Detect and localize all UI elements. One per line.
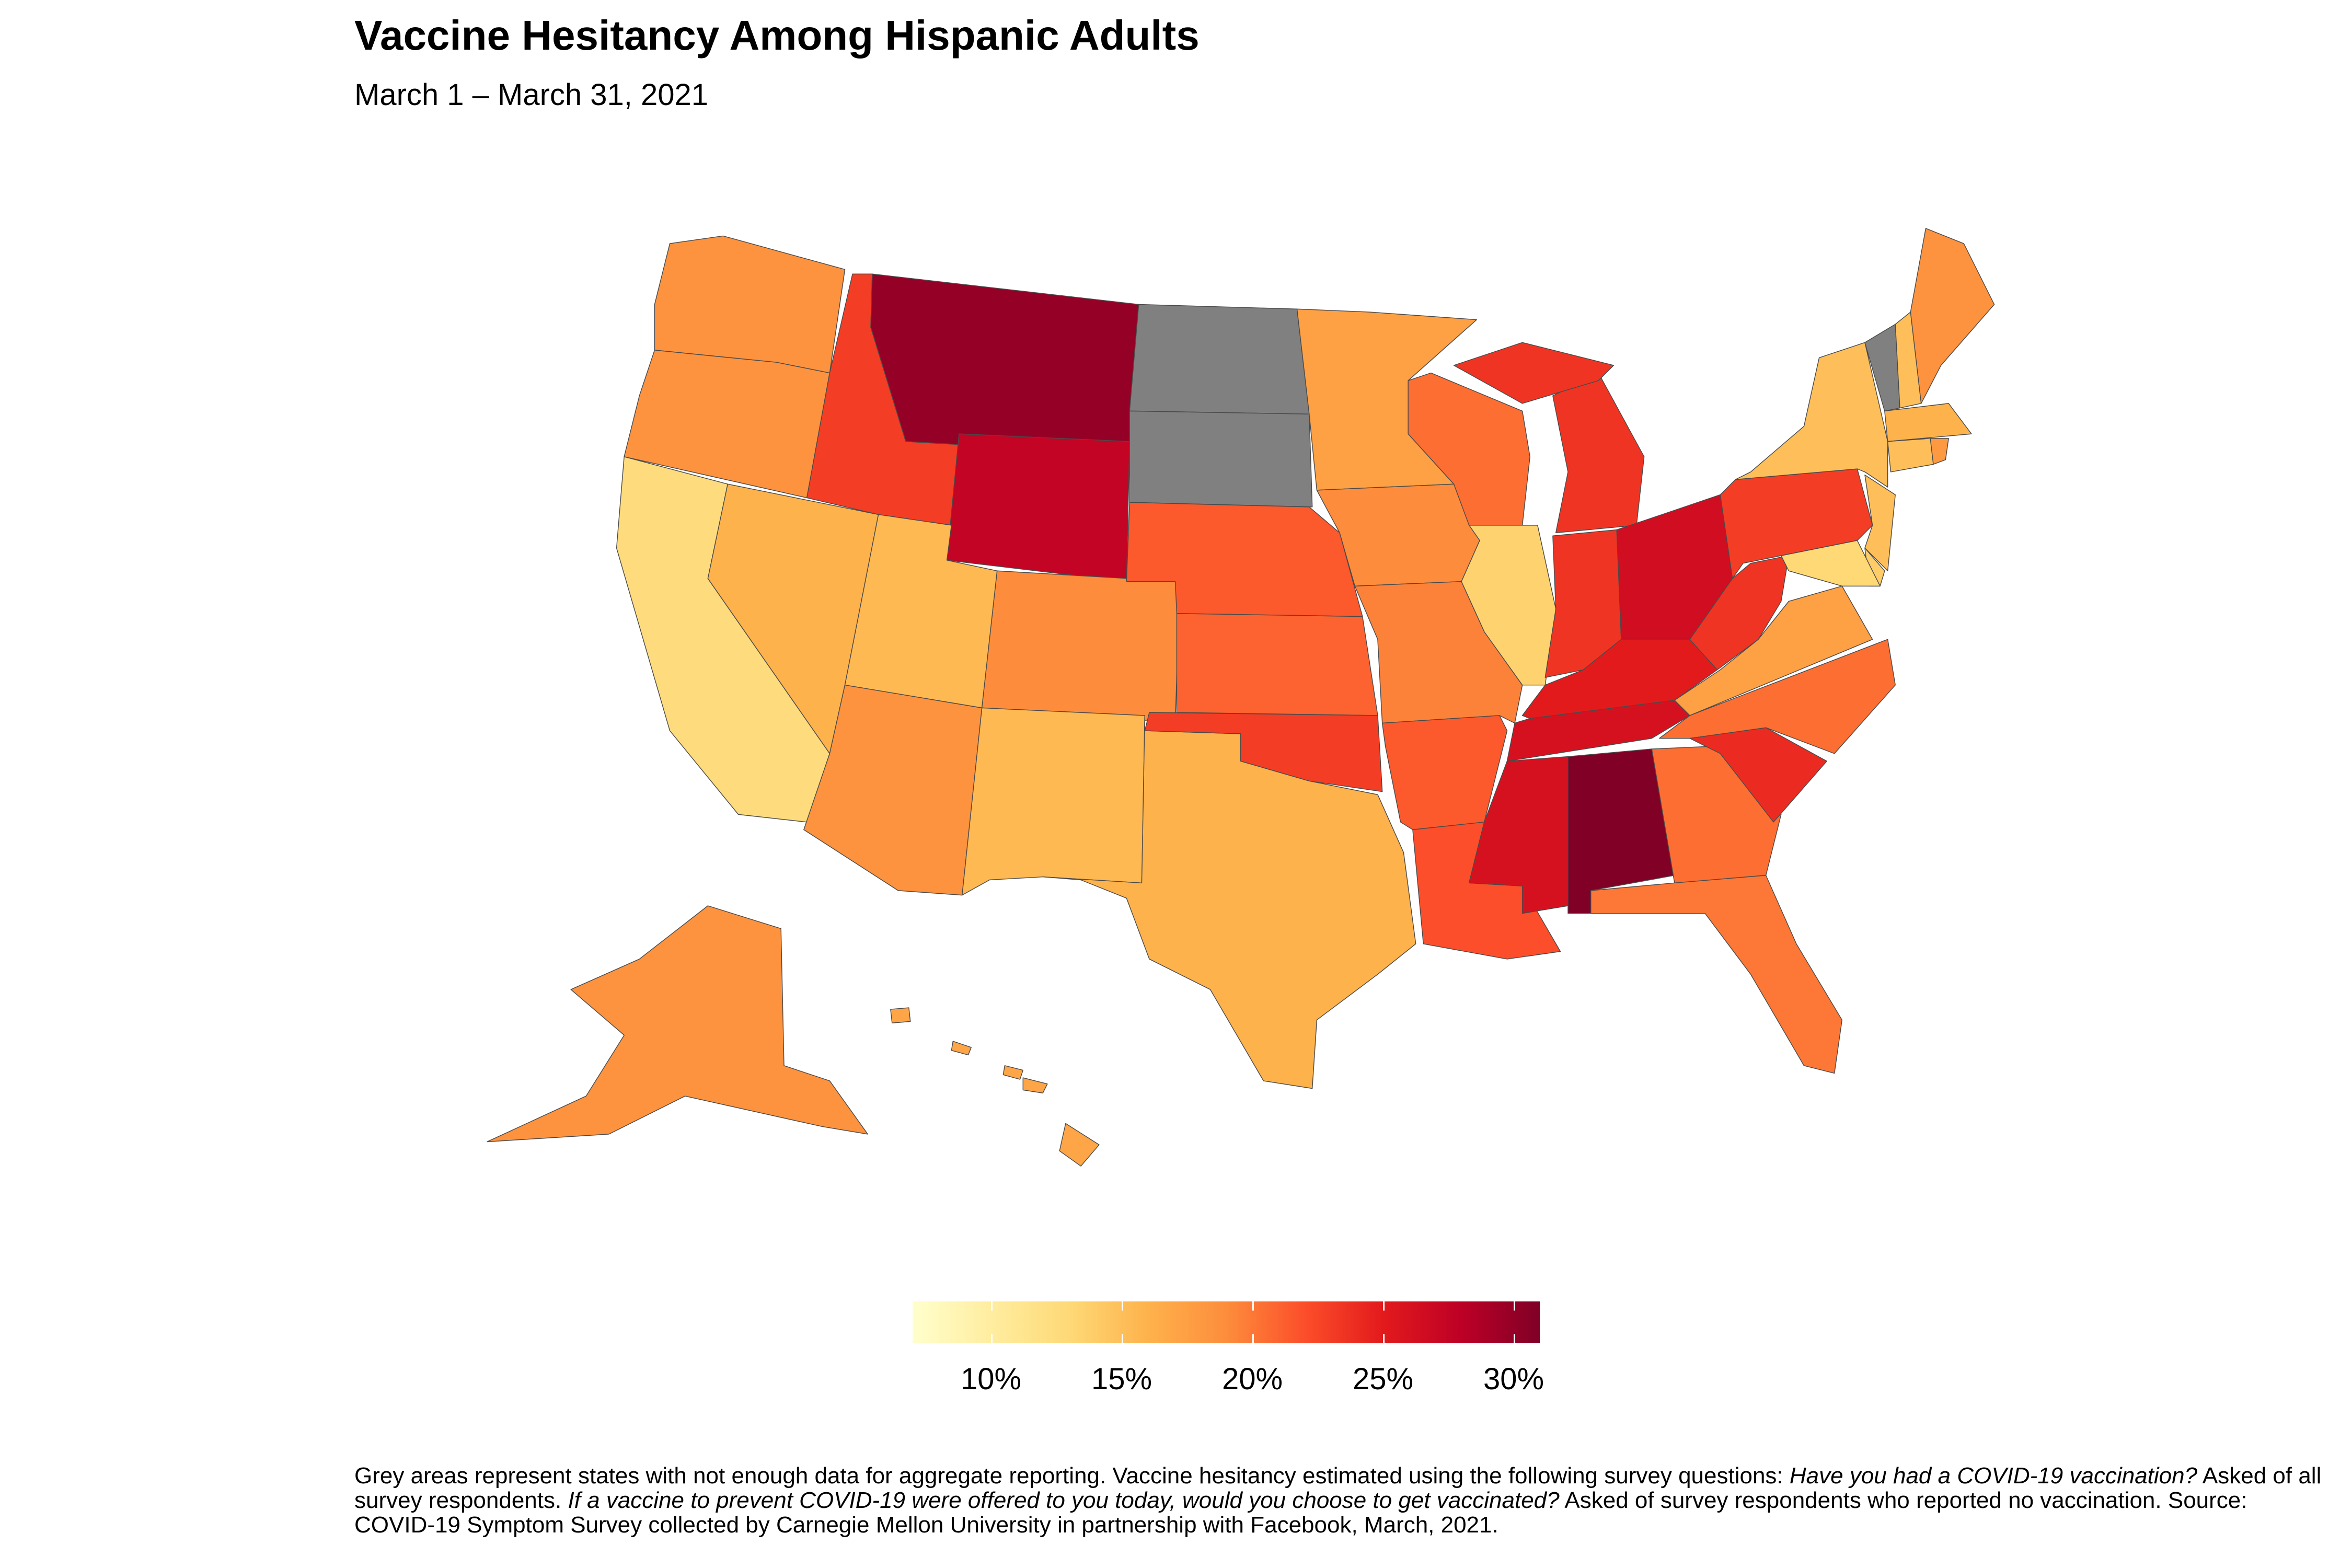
state-ok <box>1144 712 1383 792</box>
state-shape <box>1144 712 1383 792</box>
state-wa <box>654 235 846 374</box>
state-shape <box>1674 585 1873 716</box>
state-shape <box>1864 475 1896 571</box>
state-co <box>981 570 1181 724</box>
state-shape <box>654 235 846 374</box>
chart-title: Vaccine Hesitancy Among Hispanic Adults <box>354 12 1200 59</box>
state-shape <box>1689 555 1790 671</box>
state-ny <box>1735 342 1888 488</box>
legend-tick-label: 10% <box>960 1362 1022 1396</box>
state-va <box>1674 585 1873 716</box>
state-shape <box>1453 342 1615 404</box>
state-me <box>1910 228 1995 404</box>
state-shape <box>1461 525 1557 686</box>
state-nc <box>1659 639 1896 754</box>
caption-text: Grey areas represent states with not eno… <box>354 1463 1790 1489</box>
state-shape <box>1176 613 1378 716</box>
state-wv <box>1689 555 1790 671</box>
legend-tick <box>1383 1301 1385 1343</box>
state-shape <box>981 570 1181 724</box>
legend-tick-label: 20% <box>1221 1362 1283 1396</box>
state-shape <box>487 905 868 1143</box>
caption-question-2: If a vaccine to prevent COVID-19 were of… <box>568 1488 1560 1513</box>
state-hi <box>890 1007 1100 1167</box>
state-shape <box>1552 372 1645 534</box>
state-il <box>1461 525 1557 686</box>
state-shape <box>951 1041 972 1056</box>
caption-text: Asked of all survey respondents. <box>354 1463 2322 1513</box>
state-nm <box>962 707 1146 896</box>
state-shape <box>890 1007 911 1024</box>
state-ak <box>487 905 868 1143</box>
caption-text: Asked of survey respondents who reported… <box>354 1488 2247 1538</box>
legend-tick <box>1252 1301 1254 1343</box>
legend-tick-label: 30% <box>1483 1362 1544 1396</box>
footnote-caption: Grey areas represent states with not eno… <box>354 1463 2330 1537</box>
state-shape <box>1468 756 1569 914</box>
state-shape <box>962 707 1146 896</box>
legend-tick <box>1122 1301 1123 1343</box>
state-mt <box>870 273 1139 445</box>
state-shape <box>1781 540 1881 587</box>
state-shape <box>870 273 1139 445</box>
legend-tick <box>991 1301 993 1343</box>
state-ma <box>1884 403 1972 442</box>
state-shape <box>1129 304 1310 414</box>
state-nd <box>1129 304 1310 414</box>
state-sd <box>1129 410 1313 508</box>
state-ks <box>1176 613 1378 716</box>
state-shape <box>1022 1077 1048 1093</box>
state-shape <box>946 433 1130 582</box>
state-shape <box>1590 875 1842 1074</box>
state-fl <box>1590 875 1842 1074</box>
state-shape <box>1910 228 1995 404</box>
chart-subtitle: March 1 – March 31, 2021 <box>354 78 709 112</box>
state-ms <box>1468 756 1569 914</box>
state-shape <box>1735 342 1888 488</box>
state-ct <box>1887 438 1934 472</box>
state-nj <box>1864 475 1896 571</box>
state-wy <box>946 433 1130 582</box>
state-shape <box>1059 1123 1100 1167</box>
state-shape <box>1659 639 1896 754</box>
state-shape <box>1884 403 1972 442</box>
state-md <box>1781 540 1881 587</box>
legend-tick <box>1514 1301 1515 1343</box>
caption-question-1: Have you had a COVID-19 vaccination? <box>1789 1463 2198 1489</box>
state-ri <box>1930 438 1949 465</box>
state-shape <box>1129 410 1313 508</box>
legend-tick-label: 25% <box>1352 1362 1414 1396</box>
state-shape <box>1887 438 1934 472</box>
state-shape <box>1930 438 1949 465</box>
color-legend-bar <box>913 1301 1540 1343</box>
state-shape <box>1002 1065 1024 1080</box>
legend-tick-label: 15% <box>1091 1362 1152 1396</box>
